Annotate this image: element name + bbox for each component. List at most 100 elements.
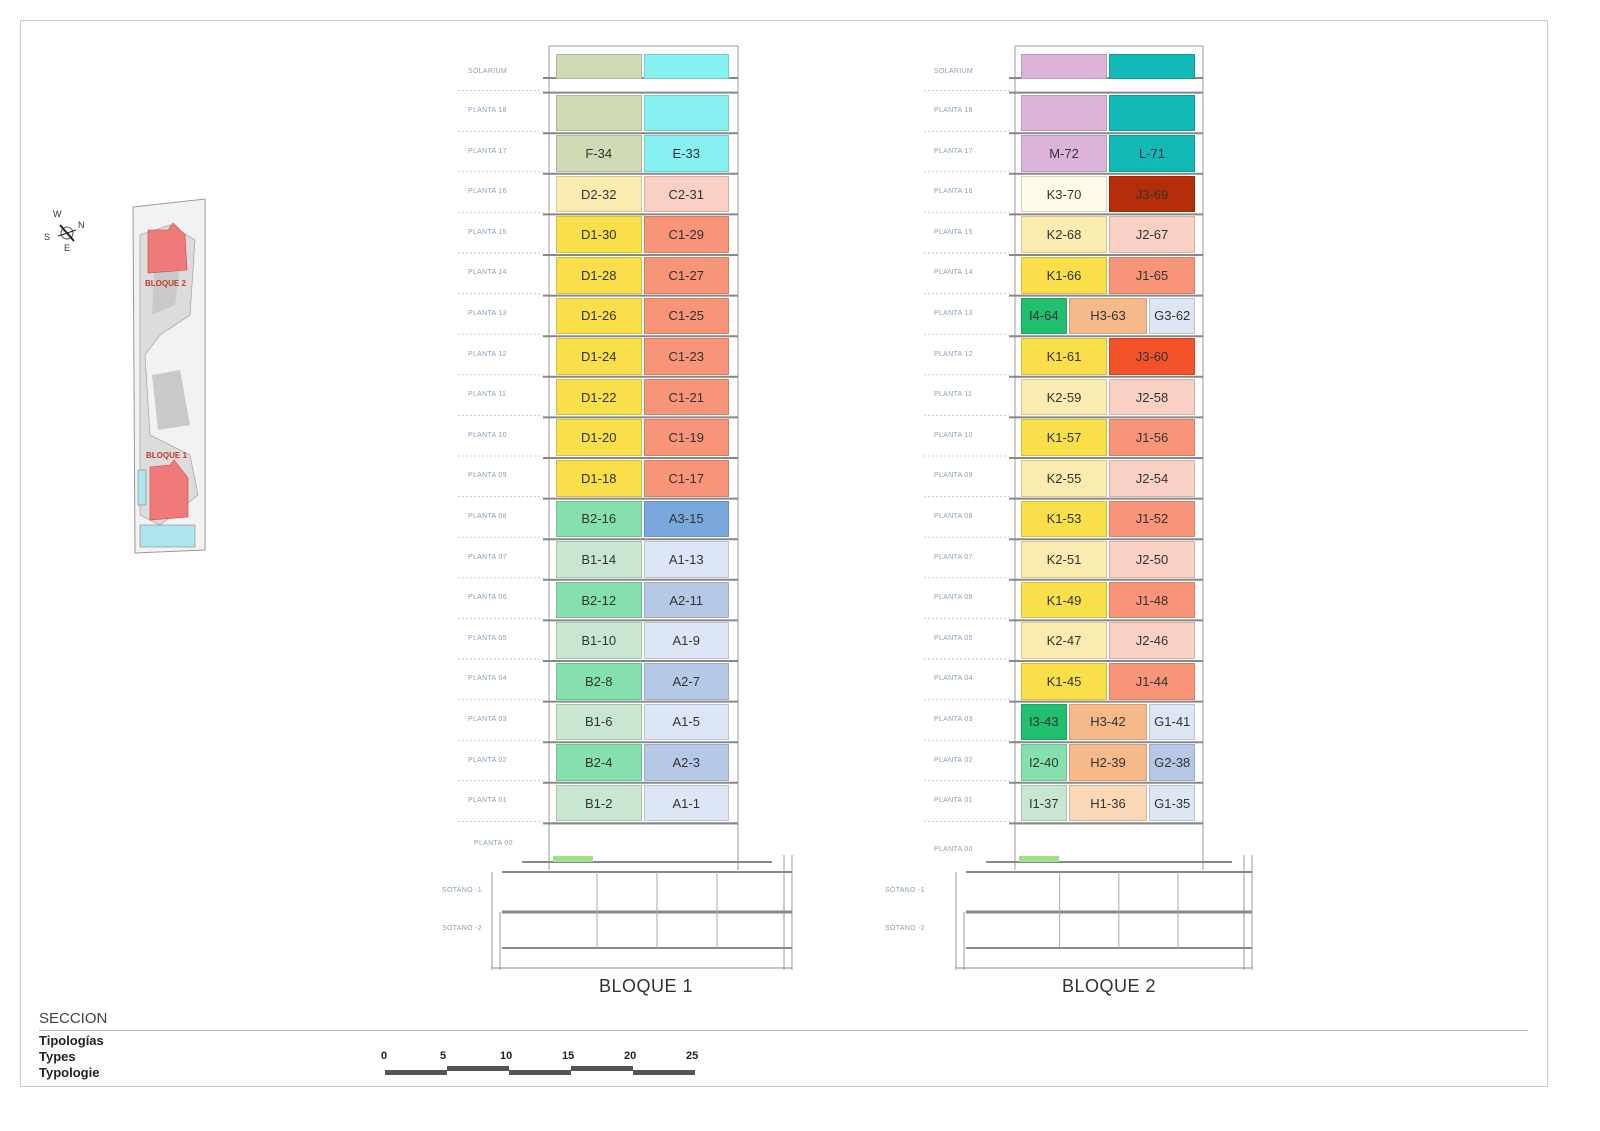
floor-label: PLANTA 15 [934,228,973,236]
floor-label: PLANTA 06 [934,594,973,602]
unit-cell: D1-22 [556,378,642,416]
unit-cell: K2-51 [1021,541,1107,578]
floor-label: PLANTA 17 [934,147,973,155]
unit-cell: K3-70 [1021,175,1107,213]
level-label: SÓTANO -2 [885,925,925,932]
unit-cell [643,54,729,79]
floor-label: PLANTA 14 [468,269,507,277]
scale-label: 10 [500,1050,513,1062]
floor-label: PLANTA 12 [934,350,973,358]
unit-cell: J2-58 [1109,378,1195,416]
unit-cell: G3-62 [1149,297,1195,335]
floor-label: PLANTA 16 [468,188,507,196]
floor-label: PLANTA 05 [934,634,973,642]
compass-icon: N W S E [44,209,85,253]
floor-label: PLANTA 11 [934,391,973,399]
scale-label: 25 [686,1050,699,1062]
floor-label: PLANTA 18 [468,106,507,114]
unit-cell: K2-68 [1021,216,1107,253]
unit-cell: J1-56 [1109,419,1195,456]
unit-cell: D1-24 [556,338,642,375]
unit-cell: C1-19 [643,419,729,456]
unit-cell: A1-13 [643,541,729,578]
floor-label: PLANTA 15 [468,228,507,236]
unit-cell: K1-61 [1021,338,1107,375]
floor-label: PLANTA 09 [934,472,973,480]
unit-cell: A2-3 [643,744,729,781]
floor-label: PLANTA 01 [934,797,973,805]
block-1-structure [458,45,793,970]
unit-cell: I1-37 [1021,784,1067,822]
unit-cell: A1-1 [643,784,729,822]
unit-cell: K2-55 [1021,460,1107,497]
floor-label: PLANTA 05 [468,634,507,642]
floor-label: PLANTA 06 [468,594,507,602]
unit-cell: K1-53 [1021,500,1107,538]
floor-label: PLANTA 18 [934,106,973,114]
unit-cell: G1-35 [1149,784,1195,822]
scale-label: 20 [624,1050,637,1062]
site-bloque-1: BLOQUE 1 [146,451,189,521]
unit-cell: K2-47 [1021,622,1107,659]
unit-cell: D2-32 [556,175,642,213]
unit-cell [1021,94,1107,132]
section-divider [39,1030,1528,1031]
unit-cell: C1-17 [643,460,729,497]
unit-cell: B2-12 [556,581,642,619]
unit-cell: E-33 [643,135,729,172]
unit-cell: D1-18 [556,460,642,497]
floor-label: PLANTA 07 [468,553,507,561]
floor-label: PLANTA 02 [468,756,507,764]
unit-cell: I3-43 [1021,703,1067,741]
unit-cell: C1-27 [643,257,729,294]
unit-cell: L-71 [1109,135,1195,172]
unit-cell [556,54,642,79]
unit-cell: B2-4 [556,744,642,781]
unit-cell: D1-28 [556,257,642,294]
floor-label: SOLARIUM [468,68,507,76]
unit-cell: H3-42 [1068,703,1148,741]
unit-cell: J3-69 [1109,175,1195,213]
unit-cell: J3-60 [1109,338,1195,375]
floor-label: SOLARIUM [934,68,973,76]
typologies-en: Types [39,1049,76,1064]
sheet-border [20,20,1548,1087]
scale-label: 5 [440,1050,447,1062]
level-label: PLANTA 00 [934,846,973,853]
unit-cell: C1-23 [643,338,729,375]
level-label: SÓTANO -2 [442,925,482,932]
unit-cell: A2-11 [643,581,729,619]
unit-cell: H3-63 [1068,297,1148,335]
unit-cell: B2-8 [556,663,642,700]
unit-cell: D1-26 [556,297,642,335]
floor-label: PLANTA 11 [468,391,507,399]
floor-label: PLANTA 14 [934,269,973,277]
unit-cell: J2-67 [1109,216,1195,253]
svg-text:BLOQUE 2: BLOQUE 2 [145,279,186,288]
site-plan: N W S E BLOQUE 2 BLOQUE 1 [44,198,206,554]
floor-label: PLANTA 03 [468,715,507,723]
floor-label: PLANTA 12 [468,350,507,358]
unit-cell: J2-50 [1109,541,1195,578]
block-2-structure [924,45,1253,970]
unit-cell: F-34 [556,135,642,172]
unit-cell: G2-38 [1149,744,1195,781]
typologies-es: Tipologías [39,1033,104,1048]
scale-label: 0 [381,1050,388,1062]
unit-cell: K1-57 [1021,419,1107,456]
unit-cell [1109,94,1195,132]
floor-label: PLANTA 10 [468,431,507,439]
unit-cell: A3-15 [643,500,729,538]
floor-label: PLANTA 04 [934,675,973,683]
unit-cell: D1-30 [556,216,642,253]
unit-cell: I4-64 [1021,297,1067,335]
site-bloque-2: BLOQUE 2 [145,222,188,288]
unit-cell: G1-41 [1149,703,1195,741]
unit-cell: I2-40 [1021,744,1067,781]
level-label: SÓTANO -1 [885,887,925,894]
unit-cell: C2-31 [643,175,729,213]
unit-cell: B1-10 [556,622,642,659]
unit-cell: K1-49 [1021,581,1107,619]
unit-cell: K1-66 [1021,257,1107,294]
typologies-de: Typologie [39,1065,100,1080]
